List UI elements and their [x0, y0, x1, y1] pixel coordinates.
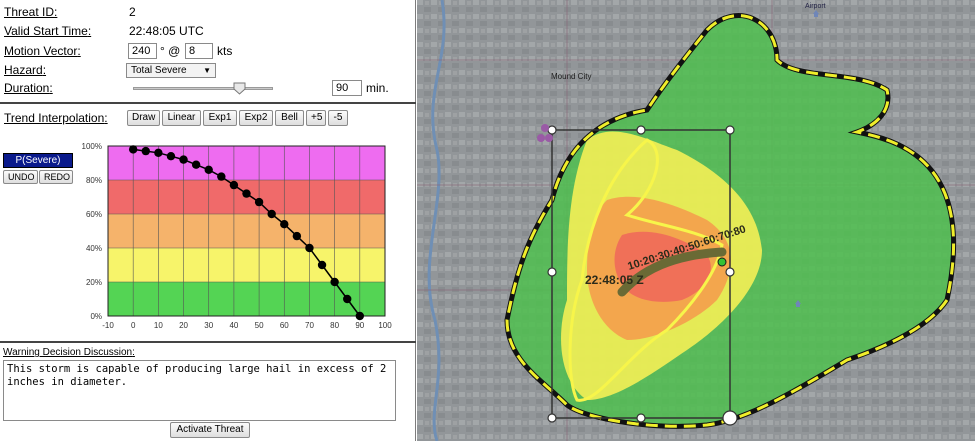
activate-threat-button[interactable]: Activate Threat	[170, 422, 250, 438]
marker-icon	[545, 134, 553, 142]
threat-panel: Threat ID: 2 Valid Start Time: 22:48:05 …	[0, 0, 416, 441]
chart-point[interactable]	[217, 172, 226, 181]
duration-label: Duration:	[4, 81, 53, 95]
chart-point[interactable]	[267, 209, 276, 219]
threat-id-value: 2	[129, 5, 136, 19]
chart-x-tick-label: -10	[102, 321, 114, 330]
chart-point[interactable]	[317, 260, 327, 270]
storm-object-outline	[568, 138, 724, 402]
river	[427, 0, 446, 441]
resize-handle[interactable]	[547, 267, 557, 277]
chart-point[interactable]	[292, 231, 302, 241]
trend-interpolation-label: Trend Interpolation:	[4, 111, 108, 125]
chart-y-tick-label: 20%	[86, 278, 102, 287]
bell-button[interactable]: Bell	[275, 110, 304, 126]
motion-speed-input[interactable]: 8	[185, 43, 213, 59]
trend-chart[interactable]: 0% 20% 40% 60% 80% 100% -10 0 10 20 30 40 50 60 70 80 9…	[78, 138, 396, 338]
resize-handle[interactable]	[547, 125, 557, 135]
chart-point[interactable]	[166, 152, 176, 161]
resize-handle[interactable]	[636, 413, 646, 423]
discussion-textarea[interactable]: This storm is capable of producing large…	[3, 360, 396, 421]
airport-icon	[795, 300, 801, 307]
chart-band	[108, 214, 385, 248]
chart-x-tick-label: 0	[131, 321, 136, 330]
chart-point[interactable]	[305, 243, 314, 253]
chart-point[interactable]	[355, 311, 365, 321]
chart-point[interactable]	[128, 145, 138, 154]
chart-band	[108, 248, 385, 282]
threat-id-label: Threat ID:	[4, 5, 58, 19]
valid-start-label: Valid Start Time:	[4, 24, 92, 38]
duration-slider[interactable]	[133, 82, 273, 95]
chart-point[interactable]	[280, 220, 289, 229]
storm-centroid-icon	[717, 257, 727, 267]
chart-x-tick-label: 30	[204, 321, 213, 330]
chart-point[interactable]	[330, 277, 339, 287]
chart-x-tick-label: 40	[229, 321, 238, 330]
chart-x-tick-label: 60	[280, 321, 289, 330]
valid-start-value: 22:48:05 UTC	[129, 24, 204, 38]
chart-point[interactable]	[242, 189, 251, 198]
chart-point[interactable]	[343, 294, 352, 304]
airport-icon	[813, 10, 819, 17]
discussion-label: Warning Decision Discussion:	[3, 347, 135, 358]
plus-five-button[interactable]: +5	[306, 110, 326, 126]
probability-badge: P(Severe)	[3, 153, 73, 168]
chart-x-tick-label: 50	[255, 321, 264, 330]
storm-time-label: 22:48:05 Z	[585, 273, 644, 287]
motion-direction-input[interactable]: 240	[128, 43, 157, 59]
motion-units: kts	[217, 44, 233, 58]
chart-point[interactable]	[154, 148, 163, 157]
threat-outline	[505, 14, 955, 428]
marker-icon	[541, 124, 549, 132]
storm-track	[617, 247, 727, 297]
resize-handle[interactable]	[725, 125, 735, 135]
separator	[0, 102, 416, 104]
place-label: Airport	[805, 3, 826, 10]
exp1-button[interactable]: Exp1	[203, 110, 237, 126]
chart-point[interactable]	[254, 197, 264, 207]
radar-map[interactable]: 22:48:05 Z 10:20:30:40:50:60:70:80 Mound…	[417, 0, 975, 441]
chart-x-tick-label: 20	[179, 321, 188, 330]
minus-five-button[interactable]: -5	[328, 110, 348, 126]
chart-x-tick-label: 10	[154, 321, 163, 330]
chart-y-tick-label: 100%	[82, 142, 102, 151]
hazard-label: Hazard:	[4, 63, 47, 77]
resize-handle[interactable]	[725, 267, 735, 277]
resize-handle[interactable]	[547, 413, 557, 423]
chart-point[interactable]	[204, 165, 213, 174]
chart-x-tick-label: 80	[330, 321, 339, 330]
hazard-select[interactable]: Total Severe ▼	[126, 63, 216, 78]
resize-handle[interactable]	[636, 125, 646, 135]
chart-x-tick-label: 100	[378, 321, 392, 330]
duration-slider-thumb[interactable]	[233, 82, 246, 95]
undo-button[interactable]: UNDO	[3, 170, 38, 184]
draw-button[interactable]: Draw	[127, 110, 160, 126]
chart-frame	[107, 145, 386, 317]
chart-point[interactable]	[179, 155, 188, 164]
motion-at-sign: ° @	[160, 44, 181, 58]
chevron-down-icon: ▼	[203, 66, 211, 75]
motion-vector-label: Motion Vector:	[4, 44, 81, 58]
exp2-button[interactable]: Exp2	[239, 110, 273, 126]
duration-units: min.	[366, 81, 389, 95]
chart-x-tick-label: 70	[305, 321, 314, 330]
redo-button[interactable]: REDO	[39, 170, 73, 184]
chart-y-tick-label: 80%	[86, 176, 102, 185]
place-label: Mound City	[551, 72, 591, 81]
hazard-select-value: Total Severe	[131, 65, 187, 76]
marker-icon	[537, 134, 545, 142]
chart-point[interactable]	[229, 180, 239, 190]
duration-input[interactable]: 90	[332, 80, 362, 96]
chart-x-tick-label: 90	[355, 321, 364, 330]
linear-button[interactable]: Linear	[162, 110, 201, 126]
separator	[0, 341, 416, 343]
chart-point[interactable]	[141, 146, 150, 156]
chart-y-tick-label: 40%	[86, 244, 102, 253]
rotate-handle[interactable]	[722, 410, 738, 426]
chart-y-tick-label: 60%	[86, 210, 102, 219]
chart-point[interactable]	[191, 160, 201, 169]
chart-y-tick-label: 0%	[90, 312, 102, 321]
